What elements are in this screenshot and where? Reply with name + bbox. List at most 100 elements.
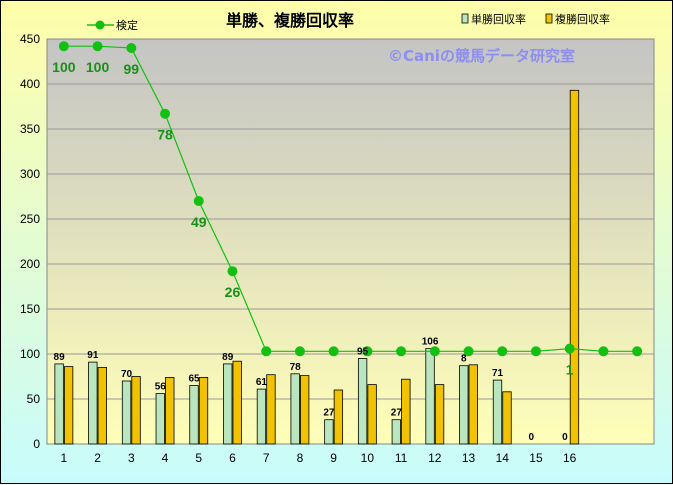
bar-fukusho-3 — [131, 376, 141, 445]
bar-fukusho-7 — [266, 374, 276, 445]
legend-label-line: 検定 — [116, 18, 138, 32]
bar-tansho-10 — [357, 358, 368, 445]
y-tick-label-400: 400 — [20, 77, 40, 91]
data-label-tansho-3: 70 — [121, 369, 133, 380]
bar-tansho-9 — [324, 419, 334, 445]
y-tick-label-250: 250 — [20, 212, 40, 226]
x-tick-label-3: 3 — [128, 451, 135, 465]
bar-fukusho-5 — [198, 376, 209, 445]
point-kentei-15 — [530, 346, 541, 357]
bar-tansho-12 — [425, 348, 435, 445]
point-kentei-16 — [564, 343, 575, 354]
bar-fukusho-6 — [232, 360, 242, 445]
x-tick-label-11: 11 — [395, 451, 408, 465]
data-label-tansho-11: 27 — [391, 408, 403, 419]
y-tick-label-150: 150 — [20, 302, 40, 316]
point-kentei-1 — [58, 41, 69, 52]
bar-fukusho-12 — [434, 384, 445, 445]
x-tick-label-2: 2 — [94, 451, 101, 465]
bar-tansho-5 — [189, 385, 199, 445]
data-label-kentei-1: 100 — [52, 59, 76, 75]
legend-label-tan: 単勝回収率 — [471, 12, 526, 26]
bar-tansho-1 — [54, 363, 64, 445]
y-tick-label-450: 450 — [20, 32, 40, 46]
legend-swatch-tan — [461, 13, 469, 24]
plot-area — [46, 38, 655, 445]
data-label-tansho-16: 0 — [562, 432, 568, 443]
data-label-tansho-6: 89 — [222, 352, 234, 363]
bar-fukusho-13 — [468, 364, 478, 445]
bar-tansho-13 — [459, 365, 469, 445]
y-tick-label-300: 300 — [20, 167, 40, 181]
data-label-tansho-5: 65 — [188, 374, 200, 385]
x-tick-label-14: 14 — [496, 451, 510, 465]
legend-label-fuku: 複勝回収率 — [555, 12, 610, 26]
data-label-kentei-6: 26 — [225, 284, 241, 300]
data-label-tansho-7: 61 — [256, 377, 268, 388]
data-label-kentei-5: 49 — [191, 214, 207, 230]
legend-dot-icon — [95, 20, 105, 30]
x-tick-label-5: 5 — [195, 451, 202, 465]
point-kentei-10 — [362, 346, 373, 357]
data-label-tansho-13: 8 — [461, 354, 467, 365]
y-axis: 0 50 100 150 200 250 300 350 400 450 — [20, 32, 40, 451]
x-tick-label-12: 12 — [428, 451, 442, 465]
x-tick-label-13: 13 — [462, 451, 476, 465]
line-series — [58, 41, 643, 357]
point-kentei-9 — [328, 346, 339, 357]
data-label-tansho-10: 95 — [357, 347, 369, 358]
point-kentei-18 — [632, 346, 643, 357]
bar-tansho-7 — [256, 388, 267, 445]
data-labels: 89 91 70 56 65 89 61 78 27 95 27 106 8 71 0 0 100 100 99 78… — [52, 59, 574, 443]
x-axis: 1 2 3 4 5 6 7 8 9 10 11 12 13 14 15 16 — [61, 451, 577, 465]
point-kentei-8 — [294, 346, 305, 357]
bar-tansho-4 — [155, 393, 165, 445]
data-label-tansho-9: 27 — [323, 408, 335, 419]
data-label-kentei-16: 1 — [566, 362, 574, 378]
x-tick-label-7: 7 — [263, 451, 270, 465]
point-kentei-14 — [497, 346, 508, 357]
x-tick-label-10: 10 — [361, 451, 375, 465]
bar-fukusho-10 — [367, 384, 377, 445]
point-kentei-11 — [396, 346, 407, 357]
y-tick-label-50: 50 — [27, 392, 41, 406]
data-label-kentei-3: 99 — [124, 61, 140, 77]
x-tick-label-8: 8 — [297, 451, 304, 465]
x-tick-label-4: 4 — [162, 451, 169, 465]
point-kentei-7 — [261, 346, 272, 357]
data-label-tansho-15: 0 — [528, 432, 534, 443]
point-kentei-3 — [126, 43, 137, 53]
y-tick-label-350: 350 — [20, 122, 40, 136]
gridlines — [47, 83, 654, 400]
x-tick-label-15: 15 — [529, 451, 543, 465]
point-kentei-6 — [227, 266, 238, 277]
bar-tansho-8 — [290, 373, 300, 445]
data-label-tansho-12: 106 — [422, 337, 439, 348]
watermark: ©Caniの競馬データ研究室 — [388, 47, 575, 65]
x-tick-label-6: 6 — [229, 451, 236, 465]
point-kentei-17 — [598, 346, 609, 357]
chart-title: 単勝、複勝回収率 — [226, 11, 354, 30]
data-label-kentei-2: 100 — [86, 59, 110, 75]
bar-series — [54, 89, 580, 445]
y-tick-label-200: 200 — [20, 257, 40, 271]
data-label-tansho-14: 71 — [492, 368, 504, 379]
bar-tansho-6 — [223, 363, 233, 445]
bar-fukusho-2 — [97, 367, 107, 445]
bar-fukusho-11 — [401, 378, 411, 445]
data-label-tansho-2: 91 — [87, 350, 99, 361]
x-tick-label-1: 1 — [61, 451, 68, 465]
y-tick-label-100: 100 — [20, 347, 40, 361]
x-tick-label-9: 9 — [330, 451, 337, 465]
bar-fukusho-4 — [165, 376, 175, 445]
bar-tansho-2 — [88, 361, 98, 445]
data-label-kentei-4: 78 — [157, 127, 173, 143]
data-label-tansho-1: 89 — [54, 352, 66, 363]
point-kentei-12 — [429, 346, 440, 357]
x-tick-label-16: 16 — [563, 451, 577, 465]
bar-fukusho-9 — [333, 389, 344, 445]
bar-fukusho-8 — [300, 375, 310, 445]
point-kentei-4 — [160, 108, 171, 119]
point-kentei-13 — [463, 346, 474, 357]
